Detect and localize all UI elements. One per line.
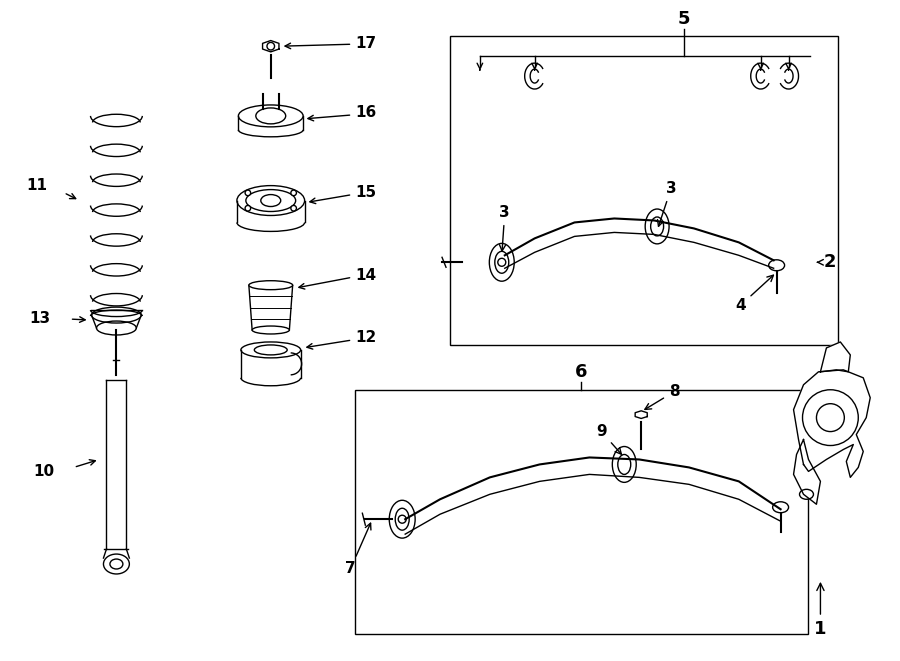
Text: 9: 9 xyxy=(596,424,621,454)
Text: 3: 3 xyxy=(658,181,677,226)
Ellipse shape xyxy=(490,243,514,281)
Bar xyxy=(356,390,808,634)
Polygon shape xyxy=(635,410,647,418)
Text: 6: 6 xyxy=(575,363,588,381)
Text: 7: 7 xyxy=(345,523,371,576)
Text: 12: 12 xyxy=(356,330,376,346)
Text: 17: 17 xyxy=(356,36,376,51)
Text: 1: 1 xyxy=(814,583,827,638)
Ellipse shape xyxy=(248,281,292,290)
Polygon shape xyxy=(263,40,279,52)
Ellipse shape xyxy=(645,209,669,244)
Text: 14: 14 xyxy=(356,268,376,283)
Text: 11: 11 xyxy=(26,178,47,193)
Polygon shape xyxy=(248,285,292,330)
Text: 13: 13 xyxy=(29,311,50,326)
Circle shape xyxy=(245,190,251,196)
Circle shape xyxy=(803,390,859,446)
Text: 10: 10 xyxy=(33,464,54,479)
Circle shape xyxy=(245,206,251,211)
Circle shape xyxy=(291,190,296,196)
Ellipse shape xyxy=(252,326,290,334)
Text: 15: 15 xyxy=(356,185,376,200)
Text: 16: 16 xyxy=(356,105,376,120)
Ellipse shape xyxy=(390,500,415,538)
Text: 8: 8 xyxy=(645,384,680,409)
Text: 2: 2 xyxy=(824,253,836,271)
Text: 4: 4 xyxy=(735,275,773,313)
Polygon shape xyxy=(821,342,850,372)
Circle shape xyxy=(291,206,296,211)
Ellipse shape xyxy=(612,447,636,483)
Polygon shape xyxy=(794,440,821,504)
Polygon shape xyxy=(794,370,870,477)
Text: 5: 5 xyxy=(678,11,690,28)
Text: 3: 3 xyxy=(500,205,510,251)
Bar xyxy=(450,36,839,345)
